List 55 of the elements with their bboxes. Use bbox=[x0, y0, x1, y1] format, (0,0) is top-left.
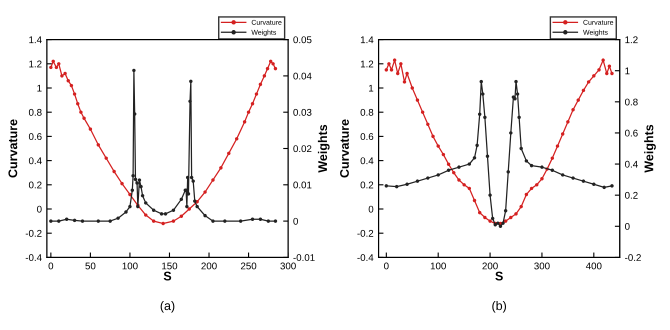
text: (a) bbox=[160, 300, 174, 313]
y2-tick-label: 0 bbox=[293, 218, 298, 225]
x-tick-label: 200 bbox=[482, 262, 498, 270]
y2-tick-label: 0.01 bbox=[293, 182, 312, 188]
y2-tick-label: -0.2 bbox=[625, 254, 641, 262]
x-tick-label: 200 bbox=[201, 262, 217, 270]
y-tick-label: 0 bbox=[368, 206, 374, 213]
x-tick-label: 400 bbox=[586, 262, 602, 270]
y-tick-label: 0.6 bbox=[360, 133, 374, 140]
x-axis-title: S bbox=[164, 272, 172, 281]
x-tick-label: 0 bbox=[384, 262, 389, 270]
y2-tick-label: 1.2 bbox=[625, 36, 638, 44]
y2-tick-label: -0.01 bbox=[293, 254, 315, 262]
x-axis-title: S bbox=[495, 272, 503, 281]
x-tick-label: 50 bbox=[85, 262, 96, 270]
y-tick-label: 0.8 bbox=[28, 108, 42, 116]
x-tick-label: 100 bbox=[122, 262, 138, 270]
y2-tick-label: 0.4 bbox=[624, 160, 638, 168]
y2-tick-label: 0.04 bbox=[293, 72, 312, 80]
y-tick-label: 1.4 bbox=[360, 36, 374, 44]
y2-tick-label: 0.8 bbox=[624, 98, 638, 106]
y2-tick-label: 0.6 bbox=[624, 130, 638, 137]
y2-tick-label: 0.05 bbox=[293, 36, 312, 44]
y-tick-label: 1 bbox=[369, 84, 374, 92]
x-tick-label: 250 bbox=[240, 262, 256, 270]
y-tick-label: -0.2 bbox=[357, 230, 374, 237]
x-tick-label: 150 bbox=[162, 262, 178, 270]
y2-axis-title: Weights bbox=[644, 124, 656, 173]
y-tick-label: 0 bbox=[37, 206, 42, 213]
y-tick-label: 0.4 bbox=[28, 157, 42, 164]
y-tick-label: 1 bbox=[37, 84, 42, 92]
y-tick-label: 0.2 bbox=[28, 182, 42, 188]
y2-axis-title: Weights bbox=[318, 124, 330, 173]
x-tick-label: 0 bbox=[48, 262, 54, 270]
x-tick-label: 300 bbox=[280, 262, 296, 270]
y-tick-label: 1.4 bbox=[29, 36, 42, 44]
y2-tick-label: 1 bbox=[625, 68, 630, 74]
x-tick-label: 100 bbox=[430, 262, 446, 270]
y-tick-label: -0.2 bbox=[26, 230, 42, 237]
y2-tick-label: 0.03 bbox=[293, 108, 312, 116]
y-axis-title: Curvature bbox=[8, 119, 18, 178]
y-tick-label: 1.2 bbox=[29, 60, 42, 68]
y-tick-label: 0.2 bbox=[360, 182, 374, 188]
y-tick-label: -0.4 bbox=[357, 254, 374, 262]
y-tick-label: 1.2 bbox=[360, 60, 374, 68]
y2-tick-label: 0.02 bbox=[293, 145, 312, 152]
y-tick-label: 0.6 bbox=[28, 133, 42, 140]
x-tick-label: 300 bbox=[534, 262, 550, 270]
y-tick-label: -0.4 bbox=[26, 254, 42, 262]
y-tick-label: 0.4 bbox=[360, 157, 374, 164]
y-tick-label: 0.8 bbox=[360, 108, 374, 116]
y2-tick-label: 0.2 bbox=[624, 192, 638, 199]
text: (b) bbox=[492, 300, 506, 313]
y-axis-title: Curvature bbox=[340, 119, 349, 178]
y2-tick-label: 0 bbox=[624, 223, 630, 230]
